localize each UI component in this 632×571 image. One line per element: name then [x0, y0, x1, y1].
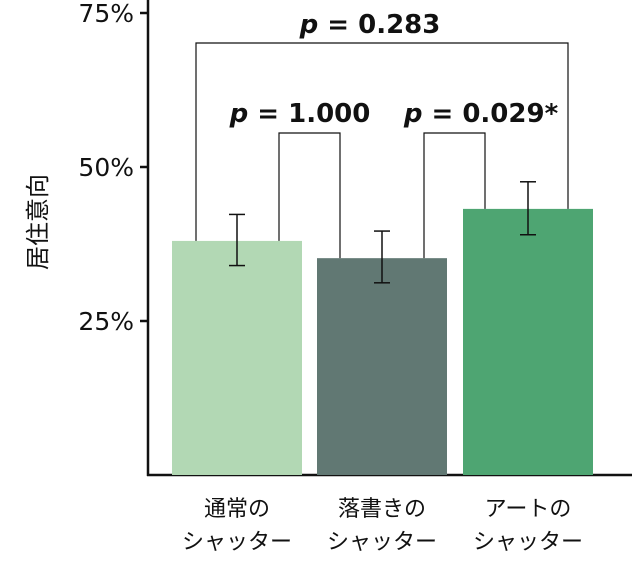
y-tick-label: 75%: [78, 0, 134, 28]
bar: [463, 208, 593, 475]
p-value-label: p = 0.283: [299, 10, 441, 40]
x-category-label: 通常の: [204, 497, 270, 522]
significance-brackets: [195, 42, 569, 259]
x-category-label: 落書きの: [338, 497, 426, 522]
p-symbol: p: [403, 99, 423, 129]
bars: [172, 208, 593, 475]
error-bars: [229, 181, 536, 284]
p-value-text: = 0.283: [318, 10, 440, 40]
p-value-text: = 1.000: [248, 99, 370, 129]
y-axis-label: 居住意向: [24, 174, 52, 270]
y-tick-label: 50%: [78, 153, 134, 182]
p-value-text: = 0.029*: [422, 99, 558, 129]
significance-bracket: [195, 42, 569, 241]
x-category-label: シャッター: [182, 530, 292, 555]
significance-bracket: [278, 132, 341, 259]
p-symbol: p: [229, 99, 249, 129]
x-category-label: アートの: [485, 497, 572, 522]
x-category-label: シャッター: [473, 530, 583, 555]
significance-bracket: [423, 132, 486, 259]
p-symbol: p: [299, 10, 319, 40]
p-value-label: p = 1.000: [229, 99, 371, 129]
x-category-label: シャッター: [327, 530, 437, 555]
p-value-label: p = 0.029*: [403, 99, 559, 129]
y-tick-label: 25%: [78, 307, 134, 336]
bar: [317, 258, 447, 475]
bar: [172, 240, 302, 475]
